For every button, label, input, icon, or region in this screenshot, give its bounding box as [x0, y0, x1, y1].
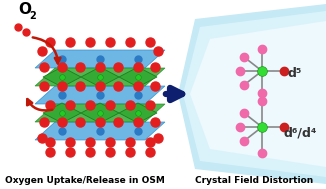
Text: d⁶/d⁴: d⁶/d⁴ [284, 127, 318, 140]
Polygon shape [35, 86, 165, 104]
Polygon shape [119, 67, 157, 87]
Polygon shape [81, 103, 119, 123]
Polygon shape [81, 67, 119, 87]
Polygon shape [35, 104, 165, 122]
Polygon shape [43, 103, 81, 123]
Polygon shape [178, 4, 326, 184]
Polygon shape [183, 11, 326, 177]
Polygon shape [190, 21, 326, 167]
Polygon shape [35, 50, 165, 68]
Polygon shape [35, 122, 165, 140]
Text: Oxygen Uptake/Release in OSM: Oxygen Uptake/Release in OSM [5, 176, 165, 185]
Text: O: O [18, 2, 31, 17]
Polygon shape [119, 103, 157, 123]
Text: 2: 2 [29, 11, 36, 21]
Polygon shape [43, 67, 81, 87]
Text: d⁵: d⁵ [288, 67, 303, 80]
Text: Crystal Field Distortion: Crystal Field Distortion [195, 176, 313, 185]
Polygon shape [35, 68, 165, 86]
